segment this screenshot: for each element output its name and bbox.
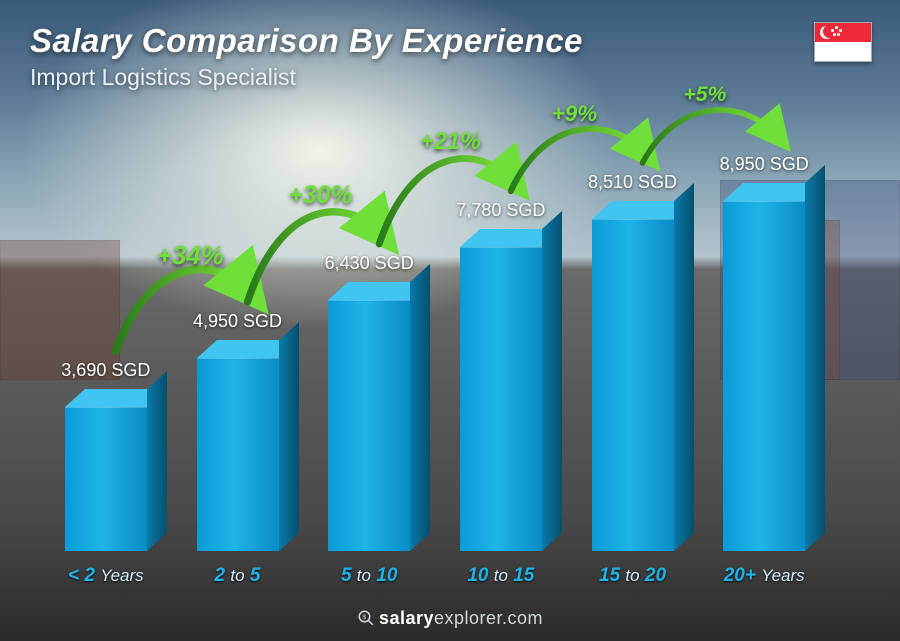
footer-brand-rest: explorer.com [434, 608, 543, 628]
x-axis-label: < 2 Years [40, 565, 172, 587]
x-axis-label: 5 to 10 [303, 565, 435, 587]
bar-side-face [279, 322, 299, 551]
bar-side-face [410, 264, 430, 551]
bar-value-label: 8,950 SGD [720, 154, 809, 175]
bar-value-label: 7,780 SGD [456, 200, 545, 221]
bar [197, 358, 279, 551]
bar-front-face [328, 300, 410, 551]
bars-container: 3,690 SGD 4,950 SGD 6,430 SGD 7,780 SGD 8,51… [40, 120, 830, 551]
x-axis-labels: < 2 Years2 to 55 to 1010 to 1515 to 2020… [40, 565, 830, 587]
increment-pct-label: +5% [683, 83, 726, 107]
bar-side-face [542, 211, 562, 551]
bar-front-face [197, 358, 279, 551]
x-axis-label: 10 to 15 [435, 565, 567, 587]
bar-slot: 3,690 SGD [40, 120, 172, 551]
bar-value-label: 3,690 SGD [61, 360, 150, 381]
bar [460, 247, 542, 551]
page-title: Salary Comparison By Experience [30, 22, 583, 60]
increment-pct-label: +34% [157, 240, 224, 271]
bar-side-face [805, 165, 825, 551]
bar [592, 219, 674, 551]
country-flag-singapore [814, 22, 872, 62]
svg-text:$: $ [362, 614, 366, 621]
footer-attribution: $ salaryexplorer.com [0, 608, 900, 629]
magnify-dollar-icon: $ [357, 609, 375, 627]
x-axis-label: 15 to 20 [567, 565, 699, 587]
footer-brand-bold: salary [379, 608, 434, 628]
bar-side-face [674, 183, 694, 551]
infographic-stage: Salary Comparison By Experience Import L… [0, 0, 900, 641]
increment-pct-label: +9% [552, 101, 597, 127]
bar-front-face [65, 407, 147, 551]
bar-value-label: 8,510 SGD [588, 172, 677, 193]
page-subtitle: Import Logistics Specialist [30, 64, 583, 91]
bar-front-face [592, 219, 674, 551]
bar-value-label: 6,430 SGD [325, 253, 414, 274]
x-axis-label: 20+ Years [698, 565, 830, 587]
x-axis-label: 2 to 5 [172, 565, 304, 587]
bar-slot: 8,510 SGD [567, 120, 699, 551]
bar [65, 407, 147, 551]
bar [723, 201, 805, 551]
bar-side-face [147, 371, 167, 551]
bar-slot: 7,780 SGD [435, 120, 567, 551]
bar-slot: 8,950 SGD [698, 120, 830, 551]
bar-value-label: 4,950 SGD [193, 311, 282, 332]
bar [328, 300, 410, 551]
bar-front-face [460, 247, 542, 551]
increment-pct-label: +30% [288, 182, 352, 210]
chart-area: 3,690 SGD 4,950 SGD 6,430 SGD 7,780 SGD 8,51… [40, 120, 830, 551]
increment-pct-label: +21% [420, 129, 481, 156]
header: Salary Comparison By Experience Import L… [30, 22, 583, 91]
bar-front-face [723, 201, 805, 551]
bar-slot: 4,950 SGD [172, 120, 304, 551]
